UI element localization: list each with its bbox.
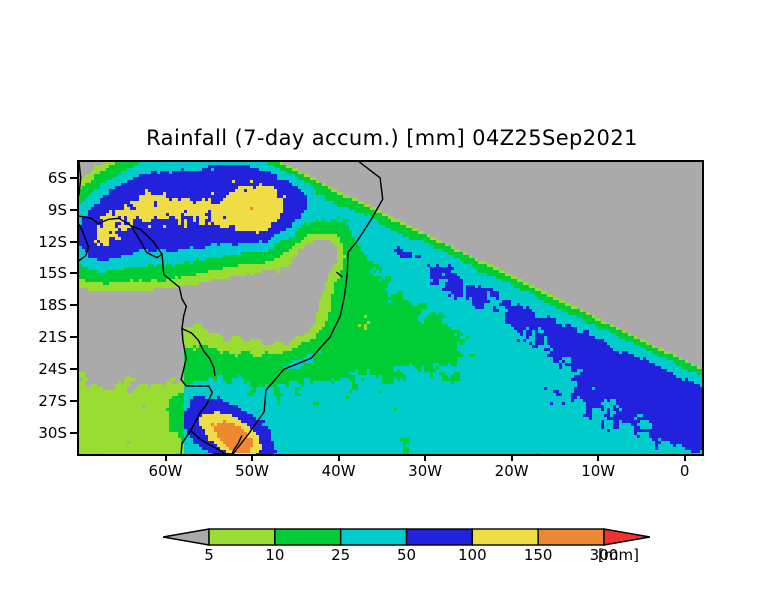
longitude-tick-mark: [251, 454, 254, 461]
latitude-tick-label: 18S: [38, 296, 67, 315]
longitude-tick-label: 60W: [148, 462, 183, 480]
latitude-tick-mark: [70, 208, 77, 211]
longitude-tick-label: 40W: [321, 462, 356, 480]
longitude-tick-mark: [164, 454, 167, 461]
colorbar-tick-label: 50: [396, 546, 417, 564]
latitude-tick-mark: [70, 431, 77, 434]
latitude-tick-label: 12S: [38, 232, 67, 251]
longitude-tick-mark: [510, 454, 513, 461]
latitude-tick-label: 6S: [47, 168, 67, 187]
colorbar-swatches: [163, 528, 650, 546]
colorbar-swatch: [405, 528, 474, 546]
colorbar-tick-label: 25: [331, 546, 351, 564]
longitude-tick-label: 0: [679, 462, 690, 480]
latitude-tick-mark: [70, 272, 77, 275]
latitude-tick-mark: [70, 304, 77, 307]
longitude-tick-label: 20W: [494, 462, 529, 480]
colorbar-cap-low: [163, 528, 210, 546]
longitude-tick-label: 30W: [408, 462, 443, 480]
latitude-tick-label: 15S: [38, 264, 67, 283]
latitude-tick-mark: [70, 368, 77, 371]
colorbar-units-label: [mm]: [598, 546, 639, 564]
longitude-tick-mark: [597, 454, 600, 461]
colorbar-cap-high: [603, 528, 650, 546]
latitude-tick-label: 24S: [38, 360, 67, 379]
colorbar-tick-label: 10: [265, 546, 285, 564]
latitude-tick-label: 30S: [38, 423, 67, 442]
page-title: Rainfall (7-day accum.) [mm] 04Z25Sep202…: [146, 126, 638, 150]
longitude-tick-label: 50W: [235, 462, 270, 480]
colorbar-swatch: [537, 528, 605, 546]
colorbar-swatch: [471, 528, 539, 546]
colorbar-legend: [163, 528, 650, 546]
rainfall-raster: [79, 162, 702, 454]
latitude-tick-mark: [70, 336, 77, 339]
latitude-tick-mark: [70, 399, 77, 402]
latitude-tick-mark: [70, 240, 77, 243]
colorbar-tick-label: 5: [204, 546, 214, 564]
colorbar-tick-label: 150: [523, 546, 553, 564]
longitude-tick-label: 10W: [581, 462, 616, 480]
colorbar-tick-label: 300: [589, 546, 619, 564]
latitude-tick-label: 9S: [47, 200, 67, 219]
latitude-tick-mark: [70, 176, 77, 179]
map-plot-area[interactable]: 6S 9S 12S 15S 18S 21S 24S 27S 30S 60W 50W 40W 30W 20…: [38, 160, 704, 480]
longitude-tick-mark: [683, 454, 686, 461]
longitude-tick-mark: [424, 454, 427, 461]
longitude-tick-mark: [337, 454, 340, 461]
colorbar-tick-label: 100: [458, 546, 487, 564]
colorbar-swatch: [339, 528, 408, 546]
latitude-tick-label: 27S: [38, 391, 67, 410]
colorbar-swatch: [208, 528, 276, 546]
colorbar-swatch: [274, 528, 342, 546]
latitude-tick-label: 21S: [38, 328, 67, 347]
